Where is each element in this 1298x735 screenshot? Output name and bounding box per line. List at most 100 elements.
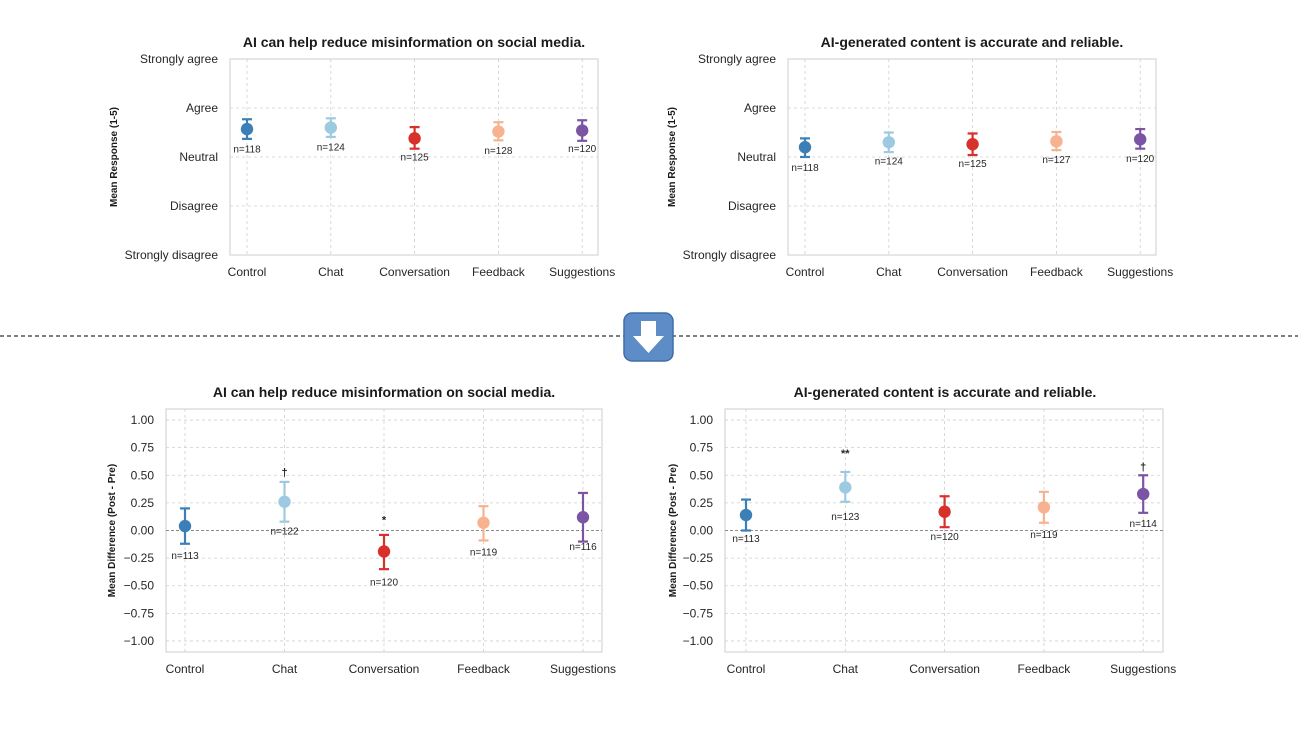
mean-point-control xyxy=(798,141,812,154)
x-tick-label-conversation: Conversation xyxy=(937,265,1008,279)
chart-bottom-right: −1.00 −0.75 −0.50 −0.25 0.00 0.25 0.50 0.75 1.00… xyxy=(668,384,1176,676)
y-axis-label: Mean Response (1-5) xyxy=(667,107,678,207)
mean-point-control xyxy=(240,122,254,136)
x-tick-label-feedback: Feedback xyxy=(457,662,511,676)
n-label-feedback: n=119 xyxy=(470,547,498,558)
y-tick-label: 1.00 xyxy=(690,413,714,427)
n-label-conversation: n=120 xyxy=(931,532,960,543)
x-tick-label-control: Control xyxy=(228,265,267,279)
y-tick-label: Disagree xyxy=(728,199,776,213)
x-tick-label-suggestions: Suggestions xyxy=(1110,662,1176,676)
n-label-conversation: n=125 xyxy=(401,153,430,164)
x-tick-label-feedback: Feedback xyxy=(472,265,526,279)
chart-title: AI-generated content is accurate and rel… xyxy=(821,34,1124,50)
n-label-chat: n=124 xyxy=(875,156,904,167)
y-tick-label: Strongly agree xyxy=(140,52,218,66)
mean-point-conversation xyxy=(966,138,979,151)
y-tick-label: 0.50 xyxy=(690,468,714,482)
y-tick-label: 0.25 xyxy=(690,496,714,510)
x-tick-label-conversation: Conversation xyxy=(349,662,420,676)
mean-point-chat xyxy=(278,495,291,508)
mean-point-control xyxy=(178,519,192,533)
y-tick-label: 0.00 xyxy=(131,524,155,538)
y-axis-label: Mean Difference (Post - Pre) xyxy=(107,464,118,597)
chart-top-left: Strongly disagree Disagree Neutral Agree Str… xyxy=(109,34,615,279)
x-tick-label-feedback: Feedback xyxy=(1030,265,1084,279)
n-label-suggestions: n=120 xyxy=(568,144,597,155)
y-tick-label: −0.25 xyxy=(124,551,155,565)
mean-point-control xyxy=(739,508,753,522)
n-label-control: n=113 xyxy=(171,551,199,562)
x-tick-label-control: Control xyxy=(166,662,205,676)
x-tick-label-suggestions: Suggestions xyxy=(1107,265,1173,279)
chart-title: AI can help reduce misinformation on soc… xyxy=(213,384,555,400)
n-label-chat: n=122 xyxy=(270,527,299,538)
y-tick-label: −0.75 xyxy=(124,606,155,620)
mean-point-feedback xyxy=(492,125,505,138)
y-tick-label: Neutral xyxy=(737,150,776,164)
mean-point-chat xyxy=(324,121,337,134)
mean-point-conversation xyxy=(377,545,391,558)
x-tick-label-control: Control xyxy=(786,265,825,279)
n-label-control: n=113 xyxy=(732,534,760,545)
arrow-shape xyxy=(633,321,664,353)
n-label-suggestions: n=116 xyxy=(569,542,597,553)
x-tick-label-chat: Chat xyxy=(318,265,344,279)
mean-point-chat xyxy=(882,136,895,149)
y-tick-label: 1.00 xyxy=(131,413,155,427)
x-tick-label-control: Control xyxy=(727,662,766,676)
n-label-control: n=118 xyxy=(791,163,819,174)
y-tick-label: 0.75 xyxy=(690,441,714,455)
n-label-feedback: n=119 xyxy=(1030,530,1058,541)
chart-title: AI can help reduce misinformation on soc… xyxy=(243,34,585,50)
y-tick-label: Strongly disagree xyxy=(683,248,777,262)
n-label-feedback: n=128 xyxy=(484,146,513,157)
n-label-conversation: n=120 xyxy=(370,577,399,588)
y-tick-label: −0.50 xyxy=(683,579,714,593)
x-tick-label-feedback: Feedback xyxy=(1018,662,1072,676)
y-tick-label: Strongly agree xyxy=(698,52,776,66)
y-tick-label: −1.00 xyxy=(124,634,155,648)
y-tick-label: −0.75 xyxy=(683,606,714,620)
y-tick-label: Neutral xyxy=(179,150,218,164)
y-tick-label: 0.75 xyxy=(131,441,155,455)
significance-marker-chat: ** xyxy=(841,448,850,460)
y-tick-label: −0.25 xyxy=(683,551,714,565)
mean-point-feedback xyxy=(1037,501,1051,514)
mean-point-feedback xyxy=(477,516,490,529)
y-tick-label: −0.50 xyxy=(124,579,155,593)
x-tick-label-chat: Chat xyxy=(833,662,859,676)
n-label-conversation: n=125 xyxy=(959,159,988,170)
y-tick-label: Agree xyxy=(744,101,776,115)
chart-bottom-left: −1.00 −0.75 −0.50 −0.25 0.00 0.25 0.50 0.75 1.00… xyxy=(107,384,616,676)
x-tick-label-conversation: Conversation xyxy=(379,265,450,279)
y-tick-label: Disagree xyxy=(170,199,218,213)
significance-marker-chat: † xyxy=(281,467,287,479)
mean-point-chat xyxy=(839,481,852,494)
chart-title: AI-generated content is accurate and rel… xyxy=(794,384,1097,400)
mean-point-suggestions xyxy=(576,124,589,137)
y-tick-label: 0.25 xyxy=(131,496,155,510)
n-label-chat: n=124 xyxy=(317,143,346,154)
significance-marker-conversation: * xyxy=(382,514,387,526)
mean-point-suggestions xyxy=(576,511,590,524)
x-tick-label-suggestions: Suggestions xyxy=(550,662,616,676)
x-tick-label-chat: Chat xyxy=(876,265,902,279)
y-tick-label: Agree xyxy=(186,101,218,115)
mean-point-feedback xyxy=(1050,135,1063,148)
y-tick-label: −1.00 xyxy=(683,634,714,648)
n-label-chat: n=123 xyxy=(831,512,860,523)
x-tick-label-conversation: Conversation xyxy=(909,662,980,676)
n-label-suggestions: n=114 xyxy=(1130,519,1158,530)
n-label-control: n=118 xyxy=(233,145,261,156)
mean-point-conversation xyxy=(938,505,951,518)
mean-point-suggestions xyxy=(1137,487,1150,501)
chart-top-right: Strongly disagree Disagree Neutral Agree Str… xyxy=(667,34,1173,279)
significance-marker-suggestions: † xyxy=(1140,461,1146,473)
y-tick-label: 0.50 xyxy=(131,468,155,482)
down-arrow-icon xyxy=(623,312,674,362)
y-tick-label: Strongly disagree xyxy=(125,248,219,262)
mean-point-conversation xyxy=(408,132,421,145)
y-tick-label: 0.00 xyxy=(690,524,714,538)
